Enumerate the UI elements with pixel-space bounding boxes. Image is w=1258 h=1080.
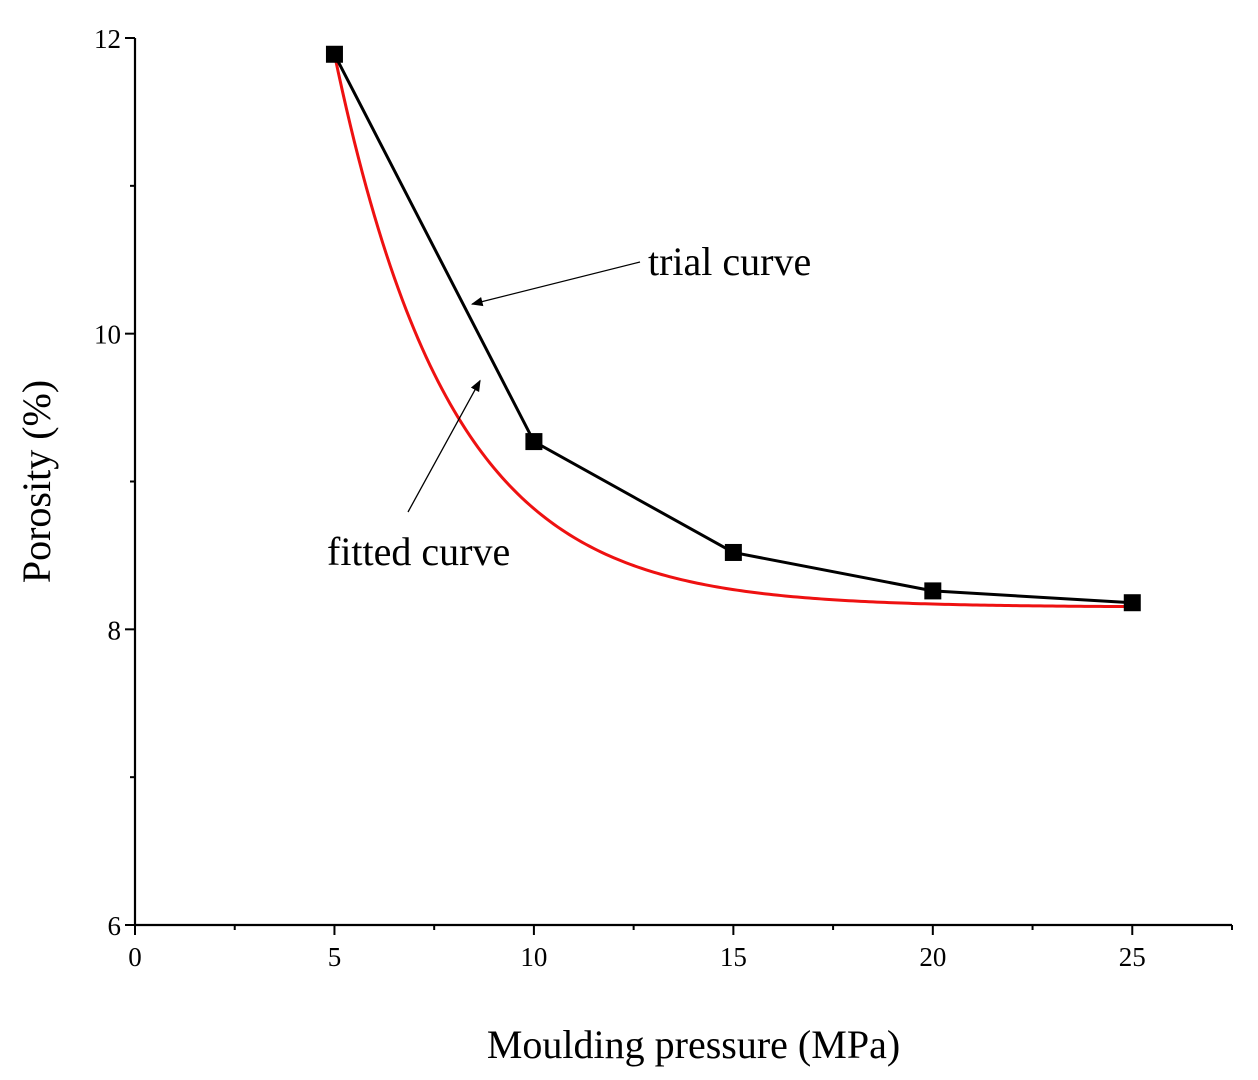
trial-data-point [724, 543, 742, 561]
ticks: 0 5 10 15 20 25 6 8 10 12 [94, 24, 1233, 972]
x-tick-label: 5 [328, 942, 342, 972]
fitted-curve-arrow [407, 379, 481, 513]
x-tick-label: 0 [128, 942, 142, 972]
trial-data-point [325, 45, 343, 63]
x-axis-title: Moulding pressure (MPa) [487, 1022, 900, 1067]
y-tick-label: 10 [94, 320, 121, 350]
trial-data-point [1123, 594, 1141, 612]
y-tick-label: 12 [94, 24, 121, 54]
y-tick-label: 8 [108, 615, 122, 645]
y-axis-title: Porosity (%) [14, 380, 59, 583]
annotations: trial curve fitted curve [327, 239, 811, 574]
series-layer [325, 45, 1141, 612]
axes [133, 38, 1232, 927]
x-tick-label: 25 [1119, 942, 1146, 972]
x-tick-label: 15 [720, 942, 747, 972]
fitted-curve-label: fitted curve [327, 529, 510, 574]
trial-data-point [525, 433, 543, 451]
trial-curve-label: trial curve [648, 239, 811, 284]
x-tick-label: 10 [520, 942, 547, 972]
x-tick-label: 20 [919, 942, 946, 972]
fitted-curve-line [332, 53, 1133, 609]
y-tick-label: 6 [108, 911, 122, 941]
trial-curve-line [333, 53, 1133, 605]
trial-data-point [924, 582, 942, 600]
trial-curve-arrow [470, 261, 641, 307]
